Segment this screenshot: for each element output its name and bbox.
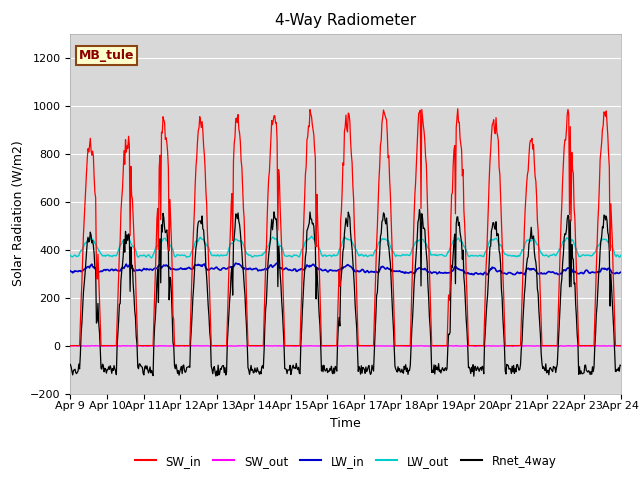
LW_in [218,266,226,272]
Rnet_4way [189,295,196,301]
LW_out [133,252,141,258]
SW_out [429,343,436,349]
Rnet_4way [429,370,437,375]
Rnet_4way [77,352,84,358]
LW_out [67,252,74,258]
SW_in [77,320,84,326]
Rnet_4way [218,364,226,370]
Title: 4-Way Radiometer: 4-Way Radiometer [275,13,416,28]
SW_out [133,343,141,348]
Line: Rnet_4way: Rnet_4way [70,210,621,376]
SW_out [413,343,420,349]
Rnet_4way [67,361,74,367]
SW_in [189,243,196,249]
LW_in [77,268,84,274]
LW_in [413,266,421,272]
LW_out [430,252,438,258]
LW_out [148,255,156,261]
Y-axis label: Solar Radiation (W/m2): Solar Radiation (W/m2) [12,141,24,287]
SW_out [617,343,625,349]
SW_in [67,343,74,348]
LW_in [429,269,437,275]
SW_out [452,343,460,348]
Legend: SW_in, SW_out, LW_in, LW_out, Rnet_4way: SW_in, SW_out, LW_in, LW_out, Rnet_4way [130,450,561,472]
SW_out [77,343,84,348]
LW_out [308,233,316,239]
Line: SW_in: SW_in [70,109,621,346]
Line: LW_out: LW_out [70,236,621,258]
Line: LW_in: LW_in [70,263,621,275]
LW_out [414,238,422,243]
Text: MB_tule: MB_tule [79,49,134,62]
Rnet_4way [413,246,420,252]
SW_out [462,344,470,349]
SW_out [67,343,74,349]
Rnet_4way [415,207,423,213]
SW_in [454,106,461,112]
X-axis label: Time: Time [330,417,361,430]
SW_out [189,343,196,349]
SW_in [429,343,436,348]
SW_in [617,343,625,348]
LW_in [273,260,281,266]
SW_in [218,343,226,348]
LW_in [617,269,625,275]
SW_out [218,343,226,349]
Rnet_4way [133,341,141,347]
LW_out [190,245,198,251]
LW_out [617,252,625,258]
LW_out [77,249,84,254]
SW_in [413,159,420,165]
LW_in [67,268,74,274]
Rnet_4way [617,362,625,368]
SW_in [133,321,141,326]
Line: SW_out: SW_out [70,346,621,347]
LW_out [219,253,227,259]
LW_in [189,266,196,272]
LW_in [133,268,141,274]
Rnet_4way [470,373,477,379]
LW_in [479,272,487,278]
